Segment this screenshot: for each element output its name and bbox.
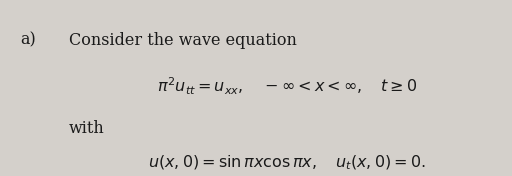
Text: with: with <box>69 120 105 137</box>
Text: a): a) <box>20 32 36 49</box>
Text: Consider the wave equation: Consider the wave equation <box>69 32 297 49</box>
Text: $u(x, 0) = \sin \pi x \cos \pi x, \quad u_t(x, 0) = 0.$: $u(x, 0) = \sin \pi x \cos \pi x, \quad … <box>148 153 425 172</box>
Text: $\pi^2 u_{tt} = u_{xx}, \quad -\infty < x < \infty, \quad t \geq 0$: $\pi^2 u_{tt} = u_{xx}, \quad -\infty < … <box>157 76 417 97</box>
